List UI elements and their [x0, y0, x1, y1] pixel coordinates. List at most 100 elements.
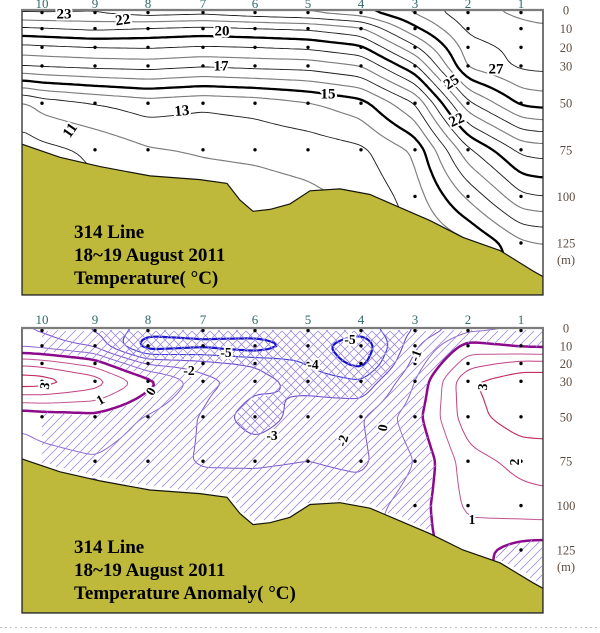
- station-label: 9: [92, 312, 99, 327]
- station-axis: 10 9 8 7 6 5 4 3 2 1: [36, 312, 525, 327]
- data-point: [253, 10, 257, 15]
- data-point: [146, 64, 150, 68]
- data-point: [201, 45, 205, 49]
- depth-tick-label: 125: [557, 544, 576, 558]
- data-point: [413, 459, 417, 463]
- contour-label: 2: [507, 458, 522, 465]
- data-point: [201, 64, 205, 68]
- data-point: [306, 101, 310, 105]
- data-point: [306, 64, 310, 68]
- data-point: [93, 328, 97, 333]
- station-label: 7: [200, 0, 207, 11]
- data-point: [146, 45, 150, 49]
- data-point: [93, 101, 97, 105]
- data-point: [466, 328, 470, 333]
- data-point: [306, 415, 310, 419]
- data-point: [306, 45, 310, 49]
- contour-level--5: [139, 335, 374, 368]
- data-point: [306, 459, 310, 463]
- contour-level-19: [22, 44, 543, 197]
- contour-label: -5: [344, 332, 355, 347]
- data-point: [519, 241, 523, 245]
- data-point: [201, 26, 205, 31]
- contour-level-22: [22, 19, 543, 145]
- contour-label: 3: [475, 383, 491, 391]
- station-label: 10: [36, 0, 49, 11]
- data-point: [413, 379, 417, 383]
- station-label: 9: [92, 0, 99, 11]
- contour-label: -4: [307, 357, 318, 372]
- contour-level-1: [22, 353, 543, 521]
- data-point: [306, 361, 310, 366]
- data-point: [359, 459, 363, 463]
- data-point: [201, 10, 205, 15]
- depth-tick-label: 0: [563, 322, 569, 336]
- temperature-anomaly-section-plot-area: [22, 328, 543, 613]
- depth-tick-label: 30: [560, 375, 573, 389]
- data-point: [201, 361, 205, 366]
- depth-tick-label: 75: [560, 143, 573, 157]
- contour-level-17: [22, 64, 543, 228]
- station-label: 6: [252, 312, 259, 327]
- depth-tick-label: 20: [560, 357, 573, 371]
- data-point: [519, 45, 523, 49]
- data-point: [359, 64, 363, 68]
- plot-title-line: 314 Line: [74, 537, 144, 558]
- contour-label: 11: [60, 120, 81, 141]
- data-point: [40, 45, 44, 49]
- data-point: [466, 26, 470, 31]
- depth-tick-label: 30: [560, 59, 573, 73]
- data-point: [146, 101, 150, 105]
- data-point: [413, 148, 417, 152]
- data-point: [146, 148, 150, 152]
- data-point: [413, 415, 417, 419]
- depth-tick-label: 100: [557, 499, 576, 513]
- data-point: [413, 503, 417, 508]
- data-point: [146, 26, 150, 31]
- data-point: [253, 344, 257, 348]
- data-point: [306, 344, 310, 348]
- station-axis: 10 9 8 7 6 5 4 3 2 1: [36, 0, 525, 11]
- contour-level-3: [22, 371, 543, 440]
- data-point: [413, 10, 417, 15]
- data-point: [466, 194, 470, 199]
- depth-tick-label: 10: [560, 339, 573, 353]
- data-point: [146, 415, 150, 419]
- contour-level-26: [410, 10, 543, 92]
- contour-label: 0: [375, 423, 391, 432]
- data-point: [466, 361, 470, 366]
- data-point: [201, 101, 205, 105]
- data-point: [93, 459, 97, 463]
- data-point: [93, 26, 97, 31]
- station-label: 8: [145, 0, 152, 11]
- contour-level-2: [22, 360, 543, 487]
- data-point: [519, 459, 523, 463]
- data-point: [146, 328, 150, 333]
- seafloor: [22, 458, 543, 613]
- data-point: [359, 361, 363, 366]
- contour-label: 20: [215, 23, 230, 39]
- station-label: 10: [36, 312, 49, 327]
- data-point: [413, 64, 417, 68]
- plot-title-line: 18~19 August 2011: [74, 245, 225, 266]
- station-label: 3: [412, 312, 419, 327]
- negative-anomaly-hatch: [41, 329, 543, 582]
- contour-label: 17: [214, 58, 230, 74]
- data-point: [519, 101, 523, 105]
- depth-tick-label: 50: [560, 97, 573, 111]
- depth-tick-label: 100: [557, 190, 576, 204]
- data-point: [306, 148, 310, 152]
- data-point: [359, 379, 363, 383]
- plot-title-line: 314 Line: [74, 222, 144, 243]
- plot-title-line: Temperature Anomaly( °C): [74, 583, 296, 604]
- station-label: 1: [518, 0, 525, 11]
- data-point: [146, 361, 150, 366]
- contour-level-15: [22, 79, 523, 295]
- data-point: [519, 26, 523, 31]
- data-point: [253, 148, 257, 152]
- hatch-lines: [41, 329, 543, 582]
- station-data-points: [40, 10, 523, 245]
- data-point: [93, 344, 97, 348]
